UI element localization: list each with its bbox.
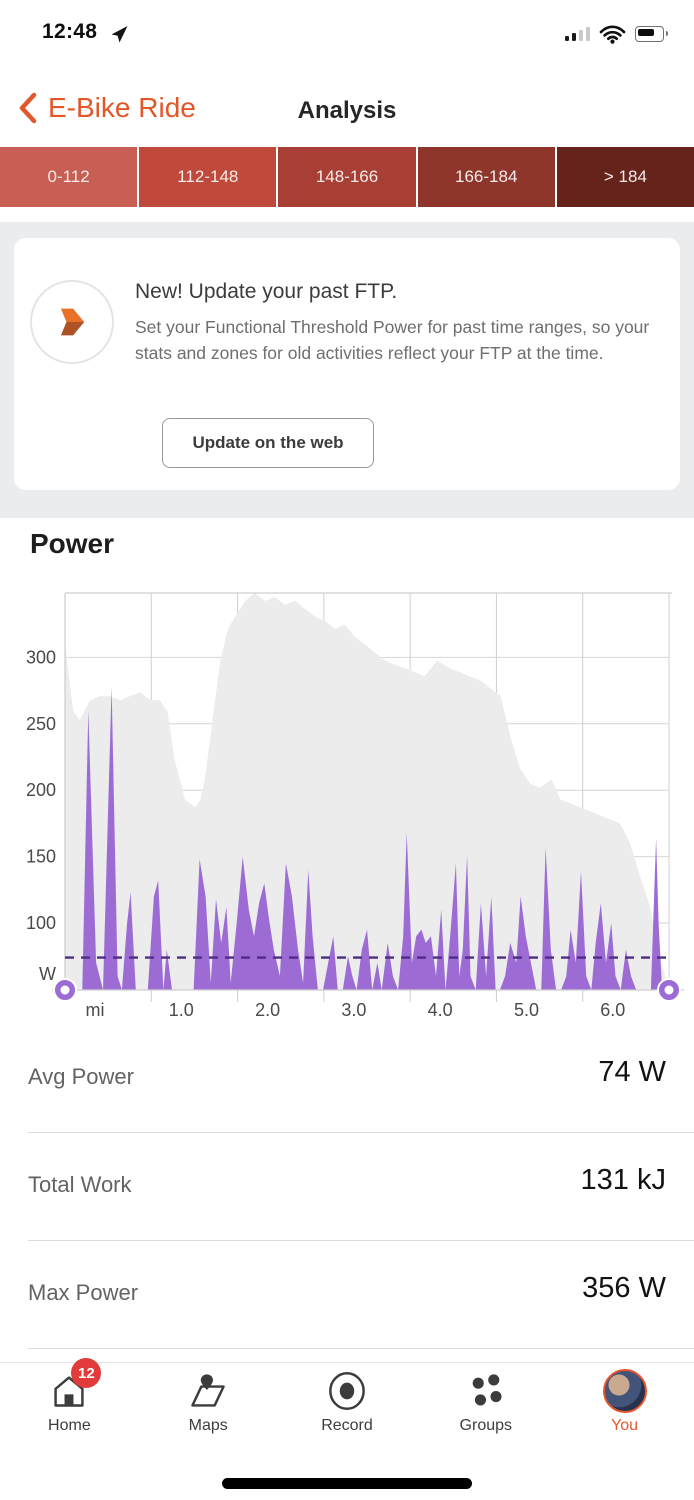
stat-label: Total Work	[28, 1172, 132, 1197]
y-tick-label: 250	[26, 714, 56, 734]
stat-value: 74 W	[598, 1056, 666, 1088]
x-tick-label: 6.0	[600, 1000, 625, 1020]
y-tick-label: 100	[26, 913, 56, 933]
tab-bar: Home 12 Maps Record	[0, 1358, 694, 1463]
ftp-arrow-icon	[60, 308, 85, 336]
tab-label: Home	[48, 1417, 91, 1434]
home-icon	[50, 1369, 88, 1413]
power-chart[interactable]: 300 250 200 150 100 Wmi 1.0 2.0 3.0 4.0 5.0 6.0	[0, 560, 694, 1030]
tab-groups[interactable]: Groups	[426, 1363, 546, 1463]
tabbar-divider	[0, 1362, 694, 1363]
ftp-card-title: New! Update your past FTP.	[135, 280, 398, 303]
status-icons	[564, 24, 668, 44]
y-tick-label: 150	[26, 847, 56, 867]
chevron-left-icon	[19, 92, 37, 124]
page-title: Analysis	[297, 97, 397, 124]
x-tick-label: 1.0	[169, 1000, 194, 1020]
power-section-title: Power	[30, 528, 115, 559]
stat-value: 131 kJ	[580, 1164, 666, 1196]
tab-home[interactable]: Home 12	[9, 1358, 129, 1463]
divider	[28, 1240, 694, 1241]
update-on-web-button[interactable]: Update on the web	[162, 418, 374, 468]
divider	[28, 1348, 694, 1349]
back-button[interactable]: E-Bike Ride	[18, 92, 196, 124]
chart-handle-right-center	[664, 985, 674, 995]
groups-icon	[466, 1369, 506, 1413]
battery-icon	[635, 26, 668, 42]
stat-row-total-work: Total Work 131 kJ	[0, 1134, 694, 1242]
zone-cell[interactable]: 166-184	[417, 147, 557, 207]
power-area	[65, 686, 669, 990]
tab-label: You	[611, 1417, 639, 1434]
you-avatar	[602, 1369, 647, 1413]
zone-cell[interactable]: > 184	[556, 147, 694, 207]
zone-cell[interactable]: 148-166	[278, 147, 418, 207]
location-arrow-icon	[111, 26, 128, 43]
tab-label: Record	[321, 1417, 373, 1434]
tab-you[interactable]: You	[565, 1363, 685, 1463]
ftp-logo-circle	[30, 280, 114, 364]
stat-label: Max Power	[28, 1280, 139, 1305]
x-tick-label: 2.0	[255, 1000, 280, 1020]
x-tick-label: 3.0	[341, 1000, 366, 1020]
back-label: E-Bike Ride	[48, 92, 196, 123]
x-tick-label: 4.0	[428, 1000, 453, 1020]
cellular-signal-icon	[564, 27, 590, 41]
chart-handle-left-center	[60, 985, 70, 995]
maps-icon	[188, 1369, 228, 1413]
y-tick-label: 300	[26, 647, 56, 667]
zone-cell[interactable]: 112-148	[139, 147, 279, 207]
y-tick-label: 200	[26, 780, 56, 800]
elevation-area	[65, 593, 669, 990]
home-indicator[interactable]	[222, 1478, 472, 1489]
stat-row-avg-power: Avg Power 74 W	[0, 1026, 694, 1134]
zone-cell[interactable]: 0-112	[0, 147, 140, 207]
x-tick-label: 5.0	[514, 1000, 539, 1020]
record-icon	[327, 1369, 367, 1413]
y-axis-unit-label: W	[39, 964, 56, 984]
stat-row-max-power: Max Power 356 W	[0, 1242, 694, 1350]
stat-label: Avg Power	[28, 1064, 134, 1089]
tab-maps[interactable]: Maps	[148, 1363, 268, 1463]
tab-record[interactable]: Record	[287, 1363, 407, 1463]
status-time: 12:48	[42, 20, 98, 43]
x-tick-label: mi	[86, 1000, 105, 1020]
notification-badge: 12	[71, 1358, 102, 1388]
tab-label: Groups	[459, 1417, 513, 1434]
power-zone-bands: 0-112 112-148 148-166 166-184 > 184	[0, 147, 694, 207]
wifi-icon	[599, 25, 626, 44]
ftp-card-body: Set your Functional Threshold Power for …	[135, 317, 650, 363]
stat-value: 356 W	[582, 1272, 666, 1304]
divider	[28, 1132, 694, 1133]
tab-label: Maps	[188, 1417, 228, 1434]
